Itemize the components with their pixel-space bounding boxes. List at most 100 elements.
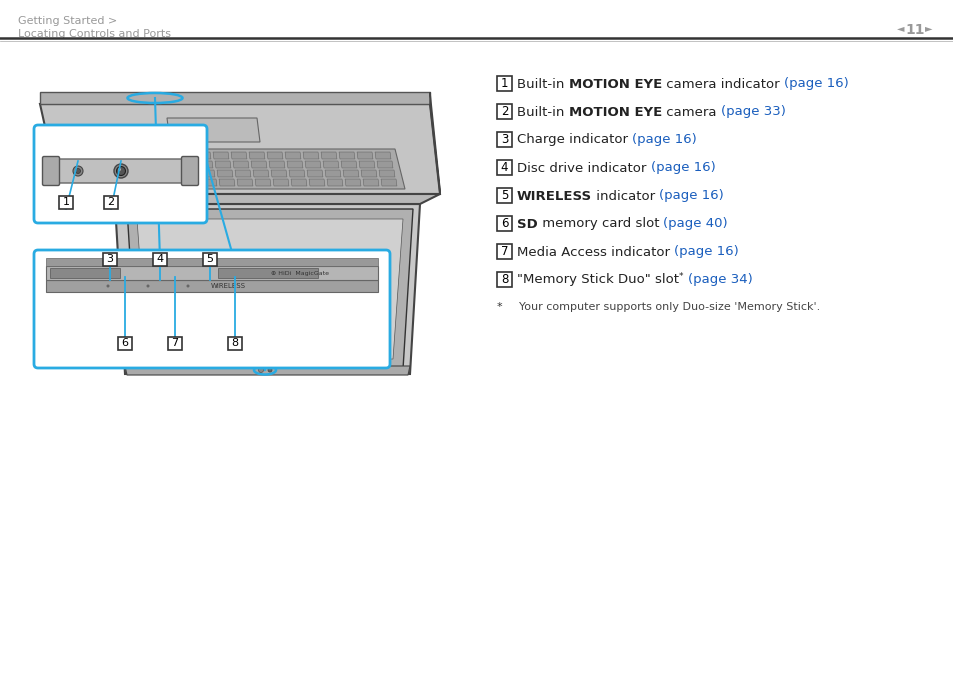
Text: 6: 6 (121, 338, 129, 348)
Text: 5: 5 (206, 254, 213, 264)
Polygon shape (125, 366, 410, 375)
FancyBboxPatch shape (34, 125, 207, 223)
Polygon shape (236, 179, 253, 186)
Circle shape (186, 284, 190, 288)
Polygon shape (343, 170, 358, 177)
Text: 3: 3 (107, 254, 113, 264)
Text: Your computer supports only Duo-size 'Memory Stick'.: Your computer supports only Duo-size 'Me… (504, 302, 820, 312)
Text: (page 16): (page 16) (674, 245, 739, 259)
FancyBboxPatch shape (497, 104, 512, 119)
Text: Built-in: Built-in (517, 106, 568, 119)
FancyBboxPatch shape (228, 337, 242, 350)
FancyBboxPatch shape (497, 160, 512, 175)
Text: (page 40): (page 40) (662, 218, 727, 231)
Polygon shape (196, 161, 213, 168)
Polygon shape (194, 152, 211, 159)
Text: 8: 8 (500, 273, 508, 286)
Polygon shape (360, 170, 376, 177)
Polygon shape (307, 170, 323, 177)
Polygon shape (129, 179, 145, 186)
Polygon shape (309, 179, 325, 186)
Text: "Memory Stick Duo" slot: "Memory Stick Duo" slot (517, 274, 679, 286)
Text: 7: 7 (172, 338, 178, 348)
Polygon shape (273, 179, 289, 186)
Text: ⊕ HiDi  MagicGate: ⊕ HiDi MagicGate (271, 270, 329, 276)
Text: ◄: ◄ (897, 23, 903, 33)
FancyBboxPatch shape (118, 337, 132, 350)
Polygon shape (110, 149, 405, 189)
Text: (page 16): (page 16) (632, 133, 697, 146)
Text: 3: 3 (500, 133, 508, 146)
Text: (page 34): (page 34) (687, 274, 752, 286)
Text: ►: ► (924, 23, 932, 33)
FancyBboxPatch shape (218, 268, 317, 278)
Polygon shape (325, 170, 340, 177)
Polygon shape (181, 170, 196, 177)
Polygon shape (249, 152, 265, 159)
Text: 2: 2 (500, 105, 508, 118)
Polygon shape (376, 161, 393, 168)
Text: Charge indicator: Charge indicator (517, 133, 632, 146)
Polygon shape (183, 179, 199, 186)
FancyBboxPatch shape (168, 337, 182, 350)
Text: (page 16): (page 16) (659, 189, 723, 202)
FancyBboxPatch shape (34, 250, 390, 368)
Circle shape (107, 284, 110, 288)
Polygon shape (141, 152, 157, 159)
FancyBboxPatch shape (497, 216, 512, 231)
Text: 5: 5 (500, 189, 508, 202)
Polygon shape (201, 179, 216, 186)
Polygon shape (219, 179, 234, 186)
Polygon shape (179, 161, 194, 168)
Text: (page 16): (page 16) (650, 162, 715, 175)
Circle shape (116, 166, 126, 175)
Text: WIRELESS: WIRELESS (211, 283, 245, 289)
Text: WIRELESS: WIRELESS (517, 189, 592, 202)
Text: indicator: indicator (592, 189, 659, 202)
Polygon shape (123, 152, 139, 159)
Polygon shape (147, 179, 163, 186)
Polygon shape (320, 152, 336, 159)
FancyBboxPatch shape (59, 196, 73, 209)
Circle shape (268, 368, 272, 372)
Polygon shape (271, 170, 287, 177)
Text: 4: 4 (500, 161, 508, 174)
Polygon shape (287, 161, 303, 168)
Polygon shape (143, 161, 159, 168)
Text: MOTION EYE: MOTION EYE (568, 106, 661, 119)
FancyBboxPatch shape (497, 272, 512, 287)
Text: *: * (679, 272, 682, 282)
FancyBboxPatch shape (181, 156, 198, 185)
Polygon shape (40, 104, 439, 194)
Polygon shape (251, 161, 267, 168)
Polygon shape (338, 152, 355, 159)
Circle shape (73, 166, 83, 176)
Text: 4: 4 (156, 254, 163, 264)
Text: memory card slot: memory card slot (537, 218, 662, 231)
Polygon shape (115, 204, 419, 374)
Circle shape (75, 168, 80, 173)
Text: 6: 6 (500, 217, 508, 230)
Polygon shape (363, 179, 378, 186)
Text: Media Access indicator: Media Access indicator (517, 245, 674, 259)
Text: (page 33): (page 33) (720, 106, 784, 119)
Circle shape (258, 367, 263, 373)
Polygon shape (127, 170, 143, 177)
FancyBboxPatch shape (46, 266, 377, 280)
Text: Disc drive indicator: Disc drive indicator (517, 162, 650, 175)
Polygon shape (289, 170, 305, 177)
Polygon shape (216, 170, 233, 177)
Polygon shape (177, 152, 193, 159)
FancyBboxPatch shape (104, 196, 118, 209)
Polygon shape (430, 92, 439, 194)
Polygon shape (167, 118, 260, 142)
Polygon shape (269, 161, 285, 168)
Polygon shape (323, 161, 338, 168)
Polygon shape (285, 152, 301, 159)
Polygon shape (303, 152, 318, 159)
Text: 11: 11 (904, 23, 923, 37)
Polygon shape (340, 161, 356, 168)
Polygon shape (159, 152, 174, 159)
FancyBboxPatch shape (497, 76, 512, 91)
Polygon shape (356, 152, 373, 159)
